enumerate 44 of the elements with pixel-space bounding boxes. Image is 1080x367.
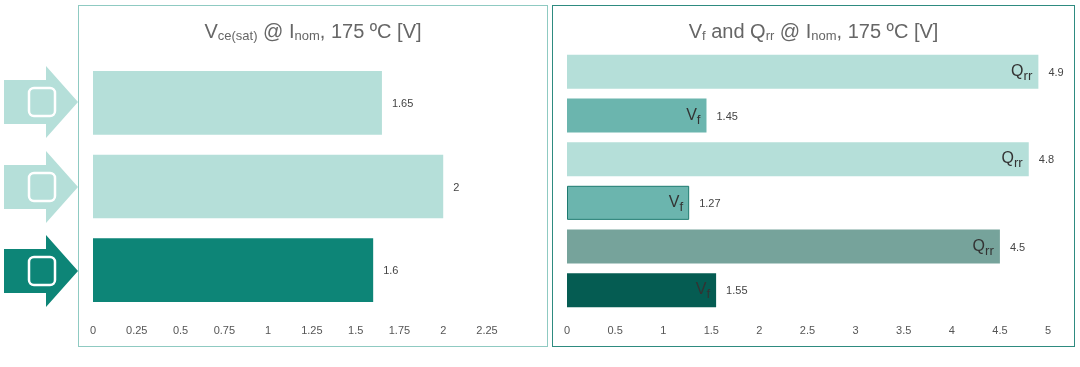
bar — [567, 142, 1029, 177]
annotation: Q$_{rr}$ — [1001, 148, 1023, 173]
data-label: 4.8 — [1038, 153, 1055, 166]
bar — [567, 54, 1039, 89]
data-label: 1.65 — [391, 96, 414, 109]
bar — [93, 154, 444, 219]
x-tick-label: 1.25 — [301, 323, 323, 336]
x-tick-label: 4 — [948, 323, 955, 336]
bar — [567, 273, 717, 308]
x-tick-label: 0.5 — [607, 323, 623, 336]
annotation: Q$_{rr}$ — [1011, 60, 1033, 85]
x-tick-label: 2 — [440, 323, 447, 336]
x-tick-label: 0.75 — [213, 323, 236, 336]
x-tick-label: 3.5 — [896, 323, 912, 336]
x-tick-label: 1 — [660, 323, 667, 336]
data-label: 4.5 — [1009, 240, 1026, 253]
data-label: 2 — [453, 180, 460, 193]
bar — [567, 98, 707, 133]
x-tick-label: 2.25 — [476, 323, 498, 336]
x-tick-label: 1.5 — [703, 323, 719, 336]
x-tick-label: 1 — [265, 323, 272, 336]
data-label: 4.9 — [1048, 65, 1064, 78]
x-tick-label: 2.5 — [799, 323, 816, 336]
x-tick-label: 0 — [89, 323, 97, 336]
x-tick-label: 1.75 — [388, 323, 411, 336]
x-tick-label: 3 — [852, 323, 859, 336]
annotation: V$_{f}$ — [686, 104, 701, 129]
x-tick-label: 5 — [1044, 323, 1052, 336]
x-tick-label: 1.5 — [348, 323, 364, 336]
data-label: 1.27 — [699, 196, 721, 209]
annotation: V$_{f}$ — [668, 191, 684, 216]
x-tick-label: 0.25 — [126, 323, 148, 336]
x-tick-label: 0 — [563, 323, 571, 336]
data-label: 1.6 — [383, 264, 399, 277]
bar — [567, 185, 690, 220]
bar — [93, 71, 382, 135]
data-label: 1.45 — [716, 109, 738, 122]
annotation: Q$_{rr}$ — [972, 235, 994, 260]
bar — [93, 238, 374, 302]
data-label: 1.55 — [726, 284, 748, 297]
bar — [567, 229, 1000, 264]
x-tick-label: 2 — [756, 323, 763, 336]
x-tick-label: 0.5 — [172, 323, 189, 336]
x-tick-label: 4.5 — [992, 323, 1008, 336]
